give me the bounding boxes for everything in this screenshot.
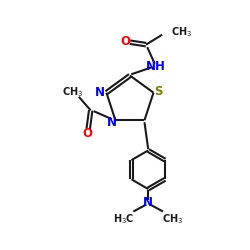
Text: N: N [107,116,117,129]
Text: N: N [143,196,153,209]
Text: CH$_3$: CH$_3$ [172,26,193,39]
Text: NH: NH [146,60,166,74]
Text: H$_3$C: H$_3$C [114,212,135,226]
Text: CH$_3$: CH$_3$ [62,85,83,99]
Text: CH$_3$: CH$_3$ [162,212,183,226]
Text: N: N [95,86,105,99]
Text: S: S [154,85,162,98]
Text: O: O [82,128,92,140]
Text: O: O [120,35,130,48]
